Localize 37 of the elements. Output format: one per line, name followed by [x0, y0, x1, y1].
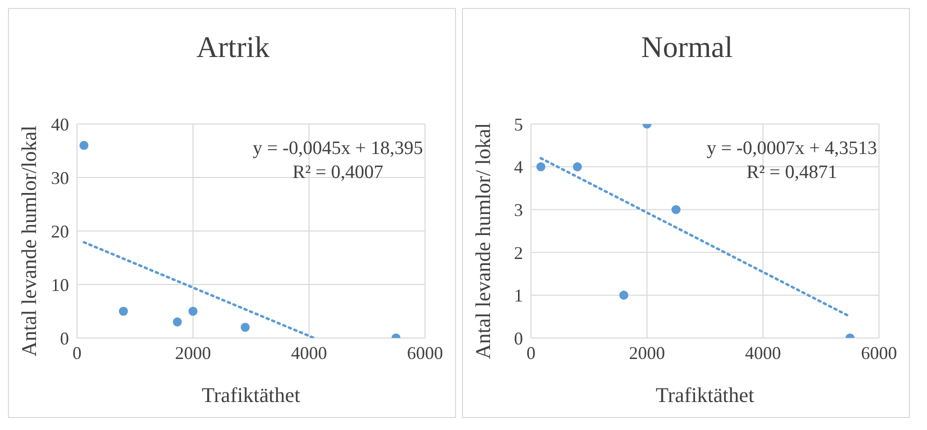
chart-title: Normal	[640, 31, 734, 65]
point	[536, 162, 546, 172]
x-axis-title: Trafiktäthet	[656, 383, 754, 407]
y-axis-title: Antal levande humlor/ lokal	[470, 122, 496, 360]
point	[240, 322, 250, 332]
x-tick-label: 0	[72, 342, 82, 363]
y-tick-label: 5	[514, 114, 523, 134]
y-tick-label: 0	[514, 328, 523, 348]
y-tick-label: 4	[514, 157, 523, 178]
annotation: y = -0,0045x + 18,395	[252, 137, 423, 161]
y-tick-label: 3	[514, 200, 523, 220]
point	[671, 205, 681, 214]
x-tick-label: 0	[526, 342, 536, 363]
y-axis-title: Antal levande humlor/lokal	[16, 126, 42, 356]
x-tick-label: 4000	[291, 342, 327, 363]
y-tick-label: 2	[514, 242, 523, 263]
x-tick-label: 6000	[861, 342, 897, 363]
y-tick-label: 40	[51, 114, 69, 134]
point	[79, 140, 88, 150]
x-tick-label: 4000	[745, 342, 781, 363]
point	[118, 306, 128, 316]
annotation: R² = 0,4007	[291, 161, 384, 185]
x-axis-title: Trafiktäthet	[202, 383, 300, 407]
annotation: y = -0,0007x + 4,3513	[706, 137, 877, 161]
x-tick-label: 2000	[629, 342, 665, 363]
y-tick-label: 20	[51, 221, 69, 242]
y-tick-label: 30	[51, 168, 69, 188]
point	[188, 306, 198, 316]
annotation: R² = 0,4871	[745, 161, 838, 185]
point	[172, 317, 182, 326]
y-tick-label: 10	[51, 274, 69, 295]
y-tick-label: 1	[514, 286, 523, 306]
point	[572, 162, 582, 172]
y-tick-label: 0	[60, 328, 69, 348]
x-tick-label: 2000	[175, 342, 211, 363]
x-tick-label: 6000	[407, 342, 443, 363]
chart-title: Artrik	[195, 31, 271, 65]
